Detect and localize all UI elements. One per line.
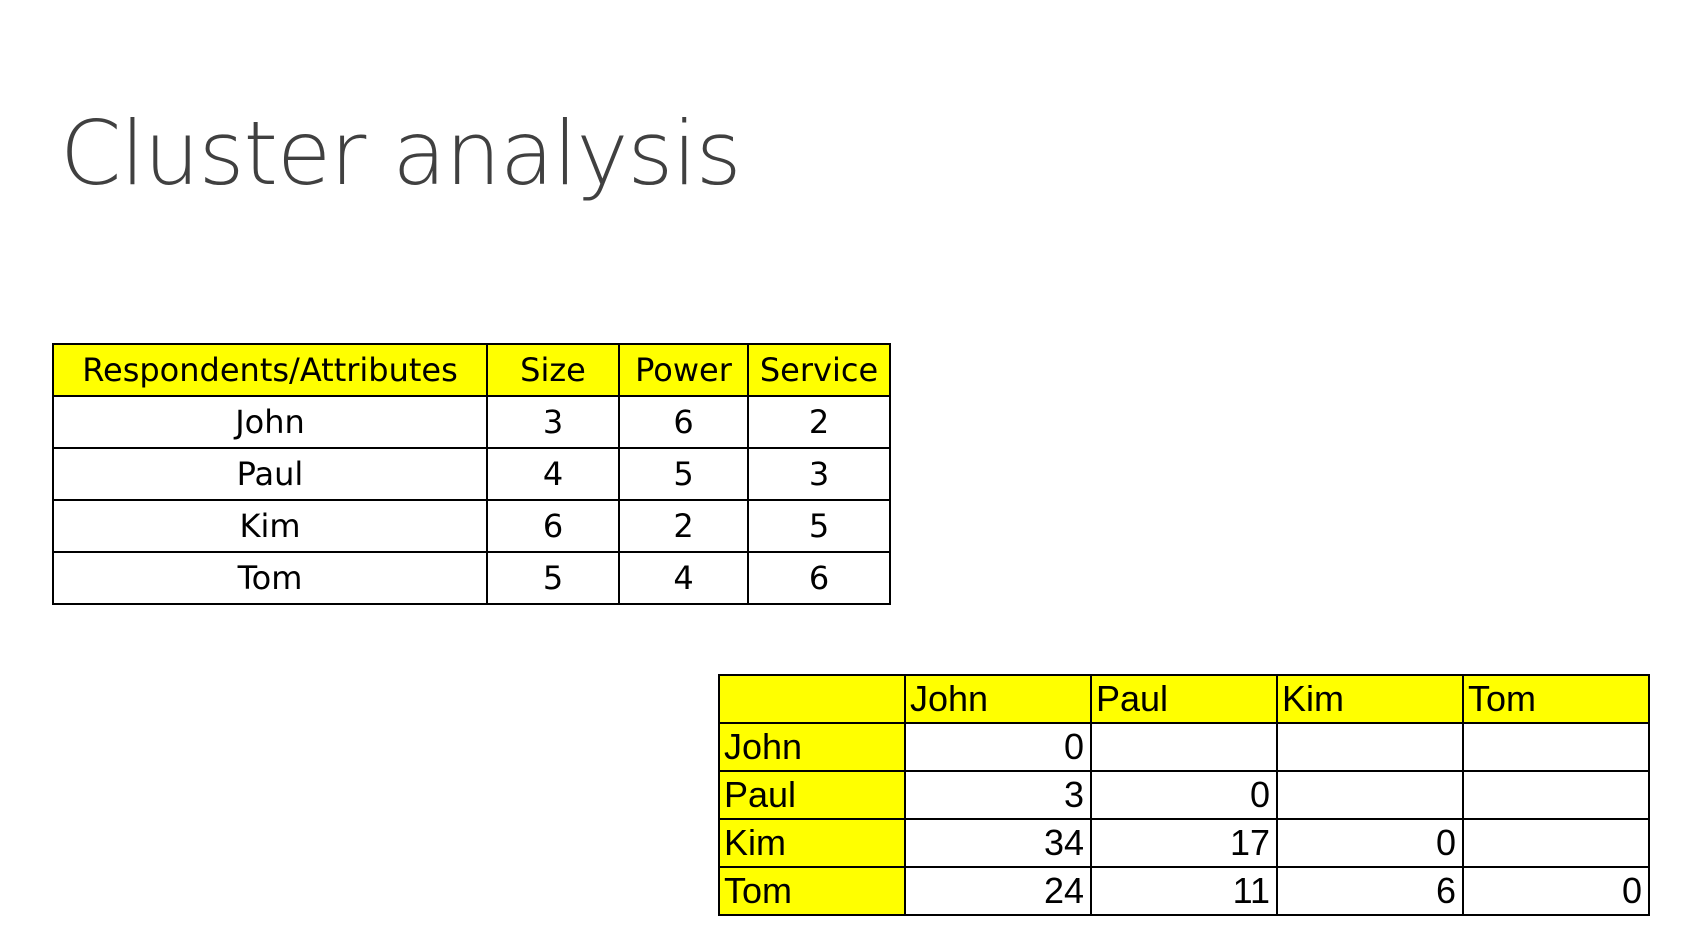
attributes-header-row: Respondents/Attributes Size Power Servic… — [52, 343, 891, 397]
corner-cell — [718, 674, 906, 724]
distance-cell: 0 — [1090, 770, 1278, 820]
distance-cell — [1462, 770, 1650, 820]
power-value: 4 — [618, 551, 749, 605]
power-value: 6 — [618, 395, 749, 449]
header-respondents-attributes: Respondents/Attributes — [52, 343, 488, 397]
table-row: Tom 24 11 6 0 — [718, 866, 1650, 916]
service-value: 5 — [747, 499, 891, 553]
respondent-name: Kim — [52, 499, 488, 553]
header-john: John — [904, 674, 1092, 724]
header-paul: Paul — [1090, 674, 1278, 724]
table-row: John 3 6 2 — [52, 395, 891, 449]
distance-cell: 6 — [1276, 866, 1464, 916]
slide-title: Cluster analysis — [60, 102, 742, 205]
header-tom: Tom — [1462, 674, 1650, 724]
attributes-table: Respondents/Attributes Size Power Servic… — [52, 343, 891, 605]
distance-cell — [1276, 722, 1464, 772]
table-row: Paul 3 0 — [718, 770, 1650, 820]
service-value: 2 — [747, 395, 891, 449]
distance-cell: 3 — [904, 770, 1092, 820]
service-value: 3 — [747, 447, 891, 501]
row-label-paul: Paul — [718, 770, 906, 820]
table-row: Tom 5 4 6 — [52, 551, 891, 605]
header-size: Size — [486, 343, 620, 397]
distance-cell — [1462, 722, 1650, 772]
distance-cell: 11 — [1090, 866, 1278, 916]
header-service: Service — [747, 343, 891, 397]
distance-matrix-table: John Paul Kim Tom John 0 Paul 3 0 Kim 34… — [718, 674, 1650, 916]
distance-cell: 0 — [1462, 866, 1650, 916]
row-label-tom: Tom — [718, 866, 906, 916]
table-row: Kim 34 17 0 — [718, 818, 1650, 868]
distance-cell — [1462, 818, 1650, 868]
table-row: Kim 6 2 5 — [52, 499, 891, 553]
header-kim: Kim — [1276, 674, 1464, 724]
power-value: 5 — [618, 447, 749, 501]
distance-header-row: John Paul Kim Tom — [718, 674, 1650, 724]
distance-cell: 0 — [1276, 818, 1464, 868]
service-value: 6 — [747, 551, 891, 605]
respondent-name: Tom — [52, 551, 488, 605]
size-value: 4 — [486, 447, 620, 501]
distance-cell — [1090, 722, 1278, 772]
respondent-name: Paul — [52, 447, 488, 501]
distance-cell — [1276, 770, 1464, 820]
respondent-name: John — [52, 395, 488, 449]
distance-cell: 17 — [1090, 818, 1278, 868]
size-value: 3 — [486, 395, 620, 449]
size-value: 5 — [486, 551, 620, 605]
table-row: John 0 — [718, 722, 1650, 772]
row-label-john: John — [718, 722, 906, 772]
power-value: 2 — [618, 499, 749, 553]
header-power: Power — [618, 343, 749, 397]
size-value: 6 — [486, 499, 620, 553]
distance-cell: 24 — [904, 866, 1092, 916]
row-label-kim: Kim — [718, 818, 906, 868]
distance-cell: 34 — [904, 818, 1092, 868]
distance-cell: 0 — [904, 722, 1092, 772]
table-row: Paul 4 5 3 — [52, 447, 891, 501]
